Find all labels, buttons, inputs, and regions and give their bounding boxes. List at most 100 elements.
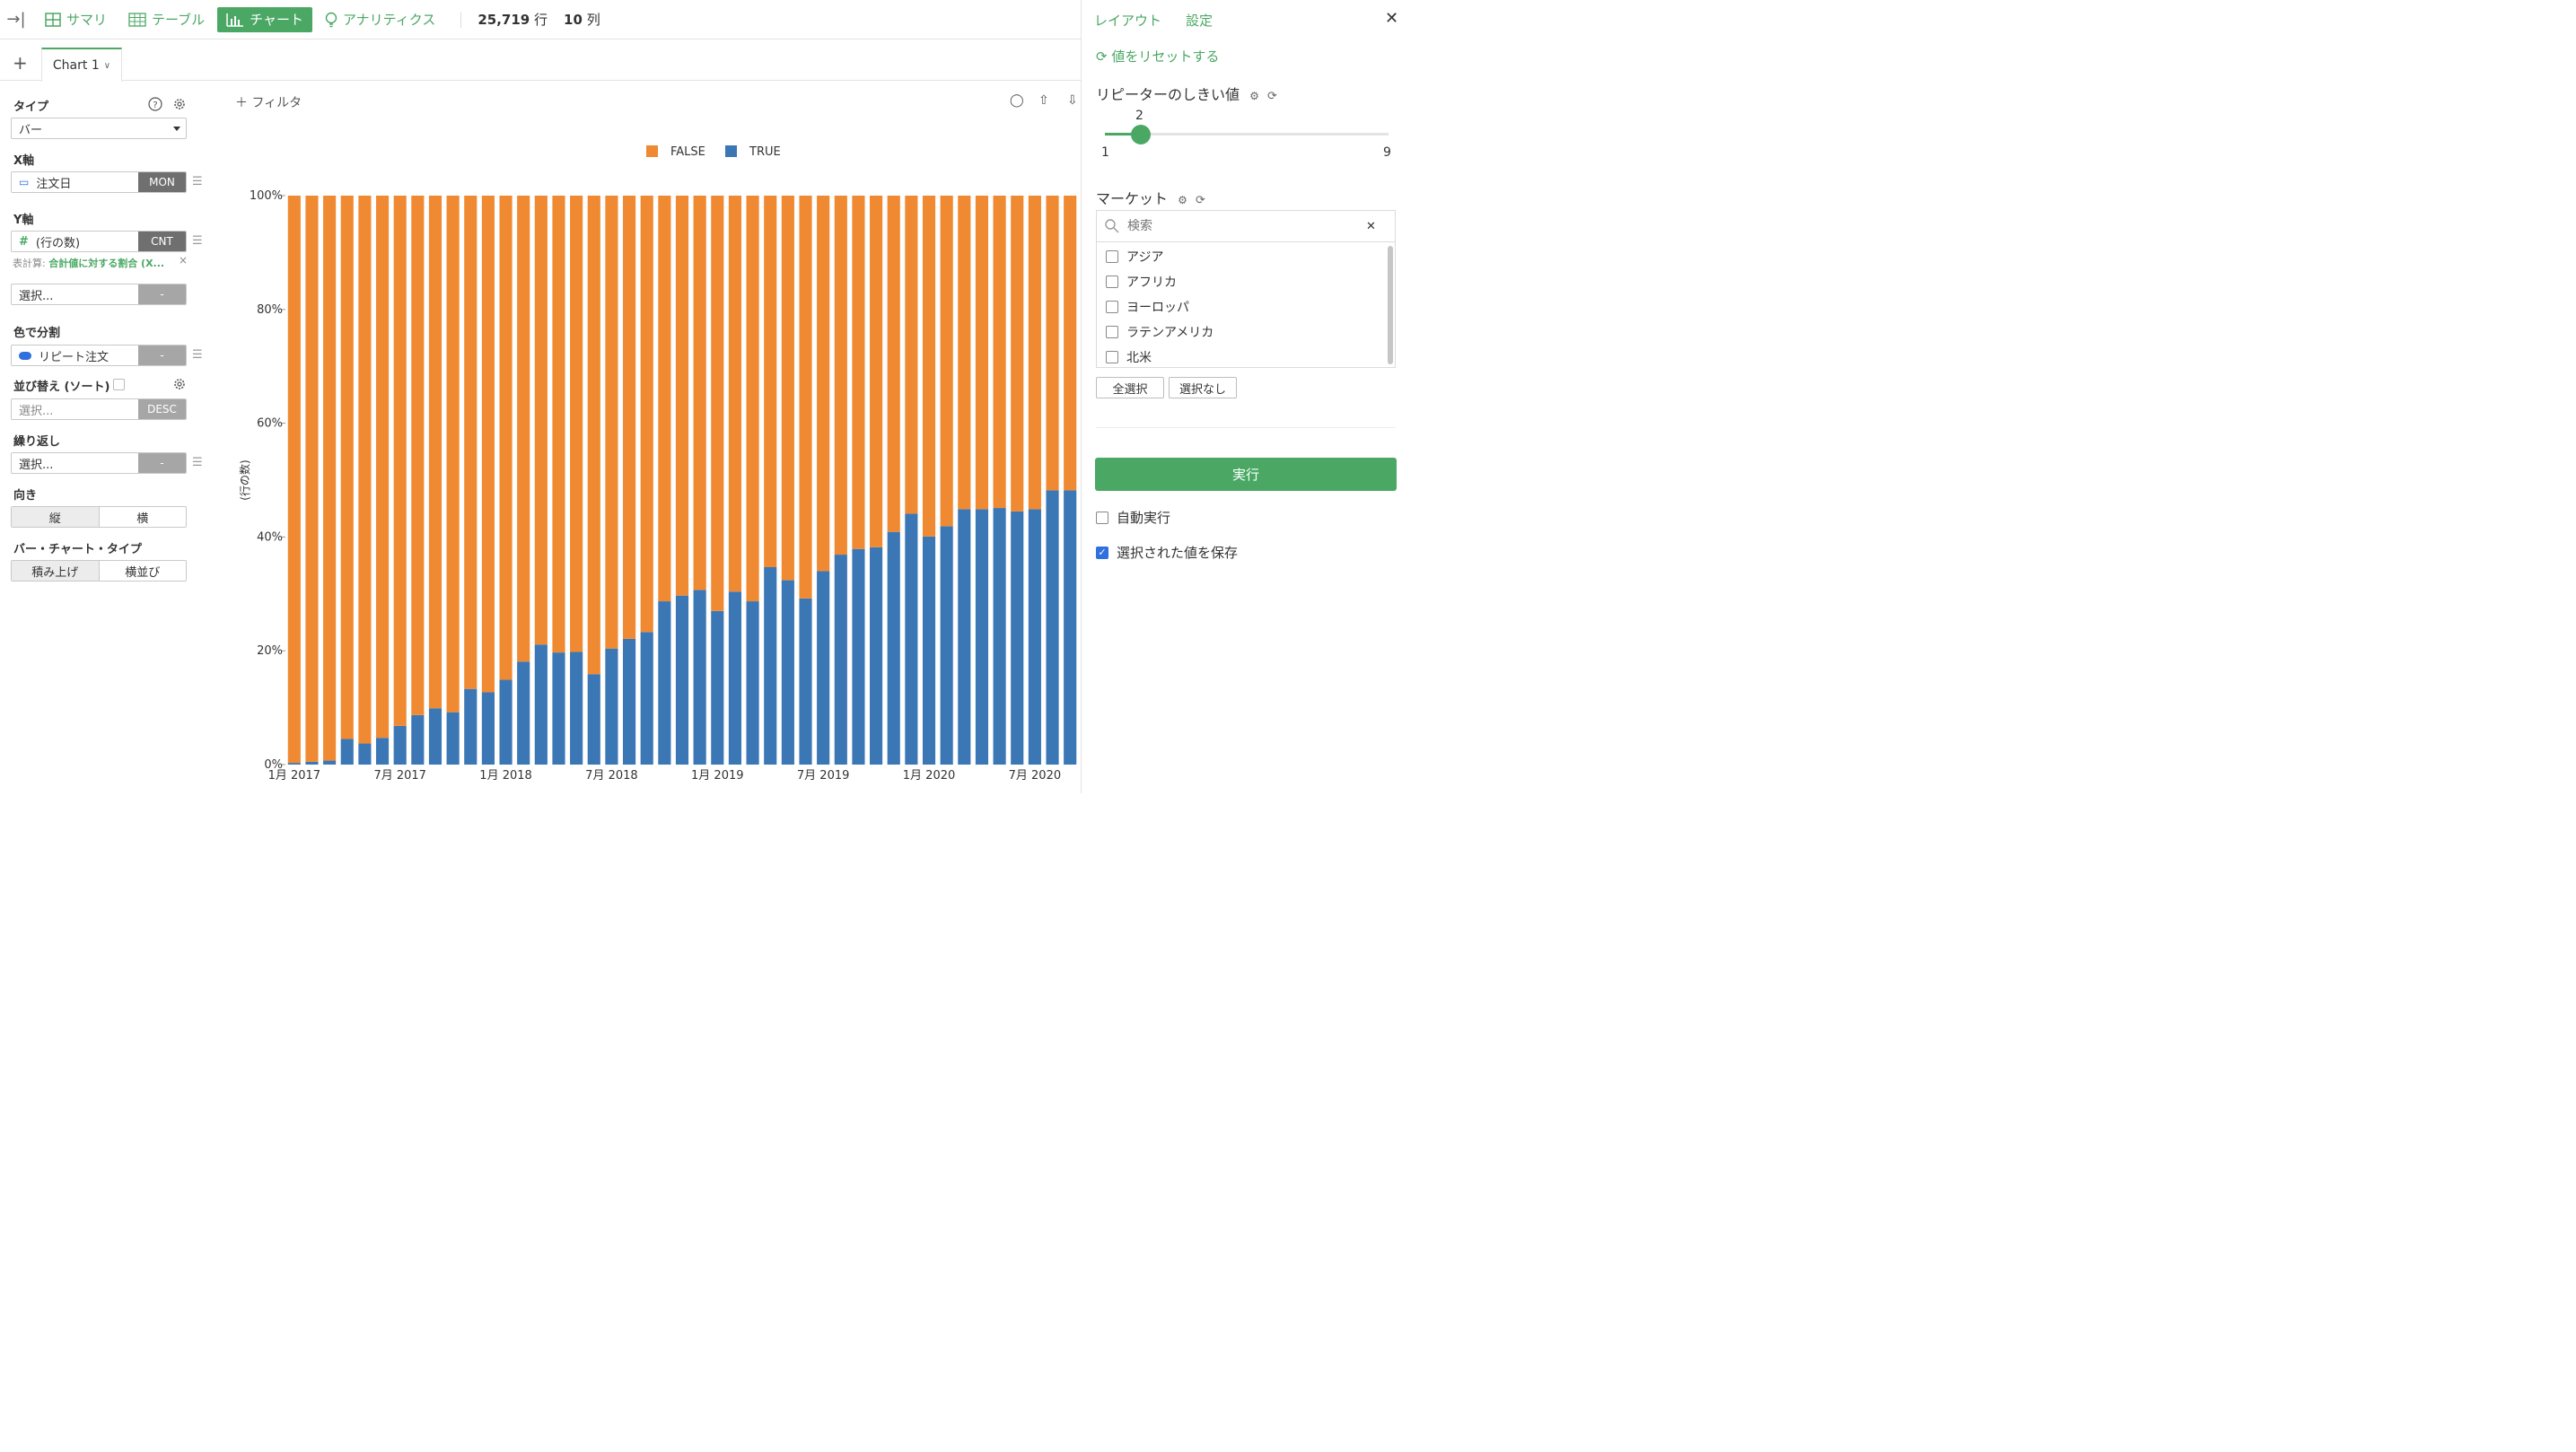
save-values-option[interactable]: ✓ 選択された値を保存 [1096,543,1238,562]
bar-true [887,531,900,765]
x-axis-field[interactable]: ▭ 注文日 MON [11,171,187,193]
hamburger-icon[interactable]: ☰ [192,456,203,469]
checkbox[interactable] [1096,511,1108,524]
y2-aggregation[interactable]: - [138,284,186,304]
tab-chart[interactable]: チャート [217,6,312,32]
sort-checkbox[interactable] [113,379,125,390]
y-tick-label: 100% [250,189,283,203]
bar-false [481,196,495,693]
bar-true [658,601,671,765]
repeat-field[interactable]: 選択... - [11,452,187,474]
tab-layout[interactable]: レイアウト [1094,13,1162,29]
x-axis-aggregation[interactable]: MON [138,172,186,192]
checkbox[interactable] [1106,326,1118,338]
repeat-placeholder: 選択... [19,458,54,472]
color-aggregation[interactable]: - [138,346,186,365]
scrollbar[interactable] [1388,246,1393,364]
x-tick-label: 1月 2019 [691,769,744,783]
x-tick-label: 1月 2018 [479,769,532,783]
tab-table[interactable]: テーブル [119,7,214,32]
upload-icon[interactable]: ⇧ [1038,93,1049,108]
bar-false [781,196,794,581]
bar-false [1046,196,1059,491]
y-tick-label: 80% [257,303,283,317]
bar-true [305,761,319,765]
filter-button[interactable]: ＋ フィルタ [235,93,302,111]
x-axis-label: X軸 [13,154,35,168]
close-icon[interactable]: ✕ [1385,9,1399,28]
reset-values-button[interactable]: ⟳ 値をリセットする [1096,47,1219,66]
sort-field[interactable]: 選択... DESC [11,398,187,420]
remove-calc-icon[interactable]: × [179,254,188,267]
auto-run-label: 自動実行 [1117,510,1171,526]
refresh-icon[interactable]: ⟳ [1266,90,1277,103]
sort-direction[interactable]: DESC [138,399,186,419]
y-axis-aggregation[interactable]: CNT [138,232,186,251]
checkbox[interactable] [1106,250,1118,263]
y2-axis-field[interactable]: 選択... - [11,284,187,305]
market-item[interactable]: 北米 [1106,348,1152,366]
plus-icon: ＋ [235,96,252,110]
search-input[interactable] [1127,219,1361,233]
gear-icon[interactable]: ⚙ [1249,90,1259,102]
download-icon[interactable]: ⇩ [1067,93,1078,108]
bar-false [358,196,372,744]
bar-true [1028,509,1041,765]
tab-settings[interactable]: 設定 [1186,13,1214,29]
add-chart-button[interactable]: + [13,52,28,74]
bar-false [411,196,425,715]
checkbox-checked[interactable]: ✓ [1096,546,1108,559]
market-item[interactable]: ラテンアメリカ [1106,323,1214,341]
table-calculation-value[interactable]: 合計値に対する割合 (X... [48,258,165,269]
help-icon[interactable]: ? [148,97,162,111]
bar-true [728,591,742,765]
bar-true [428,708,442,765]
market-item[interactable]: アフリカ [1106,273,1177,291]
market-item[interactable]: アジア [1106,248,1163,266]
auto-run-option[interactable]: 自動実行 [1096,508,1170,527]
chart-type-value: バー [19,123,43,137]
bar-true [552,652,565,765]
tab-summary[interactable]: サマリ [36,7,116,32]
bar-false [1028,196,1041,510]
clear-search-icon[interactable]: ✕ [1366,219,1376,233]
gear-icon[interactable]: ⚙ [1178,194,1187,206]
checkbox[interactable] [1106,276,1118,288]
select-all-button[interactable]: 全選択 [1096,377,1164,398]
bar-false [446,196,460,713]
bar-false [852,196,865,549]
bar-type-grouped[interactable]: 横並び [125,565,161,580]
collapse-panel-icon[interactable]: →| [6,10,26,29]
checkbox[interactable] [1106,351,1118,363]
checkbox[interactable] [1106,301,1118,313]
bar-false [658,196,671,602]
bar-true [622,638,636,765]
hamburger-icon[interactable]: ☰ [192,348,203,362]
chart-type-select[interactable]: バー [11,118,187,139]
gear-icon[interactable] [172,377,187,391]
orientation-horizontal[interactable]: 横 [136,512,149,526]
repeat-aggregation[interactable]: - [138,453,186,473]
select-none-button[interactable]: 選択なし [1169,377,1237,398]
hamburger-icon[interactable]: ☰ [192,234,203,248]
comment-icon[interactable]: ◯ [1010,93,1024,108]
tab-analytics[interactable]: アナリティクス [316,7,444,32]
bar-true [940,526,953,765]
slider-track[interactable] [1105,133,1389,136]
bar-true [781,580,794,765]
color-field[interactable]: リピート注文 - [11,345,187,366]
bar-true [711,610,724,765]
y-axis-field[interactable]: # (行の数) CNT [11,231,187,252]
type-label: タイプ [13,101,49,114]
orientation-toggle: 縦 横 [11,506,187,528]
run-button[interactable]: 実行 [1095,458,1397,491]
orientation-vertical[interactable]: 縦 [12,507,100,527]
refresh-icon[interactable]: ⟳ [1195,194,1205,207]
slider-handle[interactable] [1130,125,1151,144]
gear-icon[interactable] [172,97,187,111]
chart-tab[interactable]: Chart 1 ∨ [41,48,122,82]
market-item[interactable]: ヨーロッパ [1106,298,1189,316]
bar-false [887,196,900,532]
hamburger-icon[interactable]: ☰ [192,175,203,188]
bar-type-stacked[interactable]: 積み上げ [12,561,100,581]
